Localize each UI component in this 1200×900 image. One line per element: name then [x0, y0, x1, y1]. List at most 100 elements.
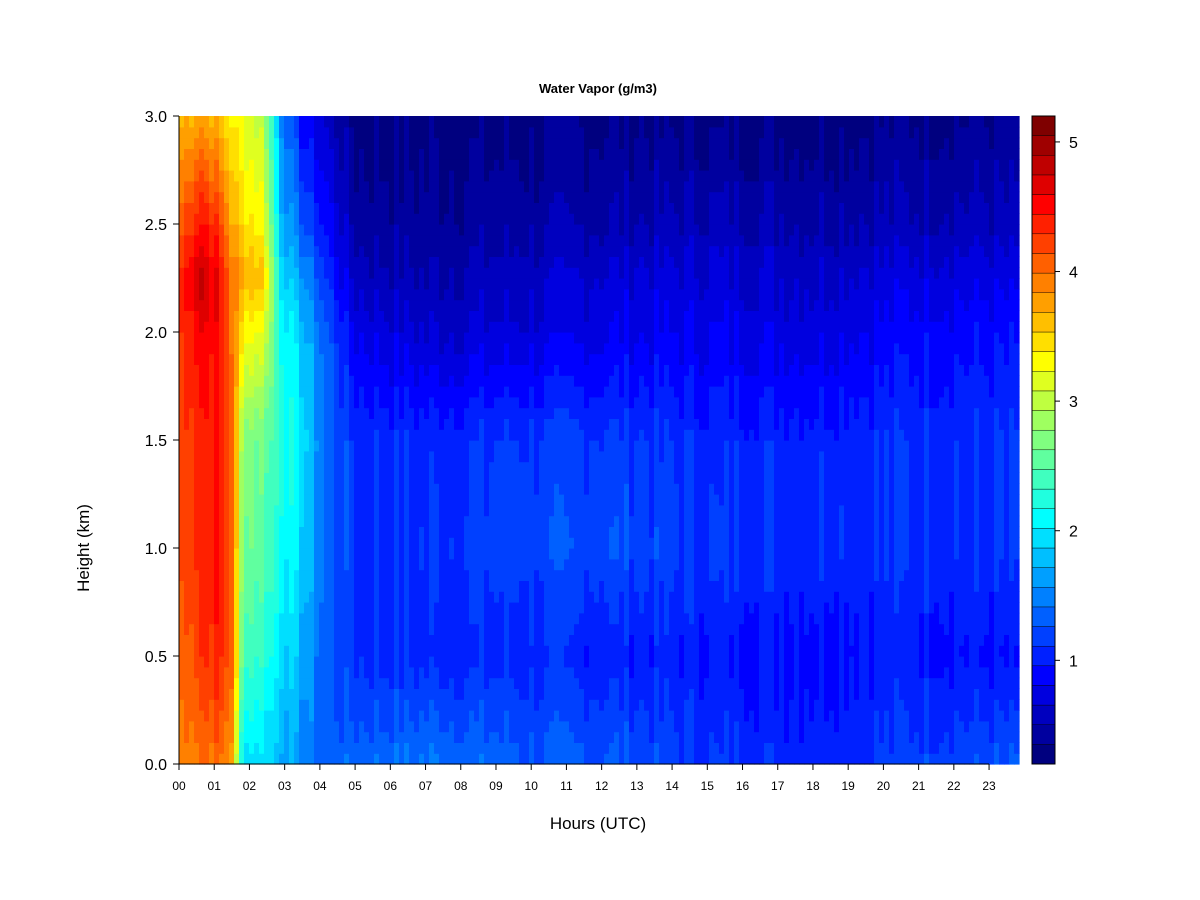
- heatmap-cell: [204, 591, 210, 603]
- heatmap-cell: [569, 278, 575, 290]
- heatmap-cell: [369, 753, 375, 765]
- heatmap-cell: [409, 472, 415, 484]
- heatmap-cell: [514, 591, 520, 603]
- heatmap-cell: [369, 699, 375, 711]
- heatmap-cell: [424, 548, 430, 560]
- heatmap-cell: [439, 159, 445, 171]
- heatmap-cell: [274, 429, 280, 441]
- heatmap-cell: [264, 688, 270, 700]
- heatmap-cell: [429, 321, 435, 333]
- heatmap-cell: [469, 159, 475, 171]
- heatmap-cell: [584, 591, 590, 603]
- heatmap-cell: [534, 234, 540, 247]
- heatmap-cell: [329, 224, 335, 236]
- heatmap-cell: [419, 126, 425, 139]
- heatmap-cell: [194, 720, 200, 733]
- heatmap-cell: [509, 364, 515, 376]
- heatmap-cell: [549, 191, 555, 203]
- heatmap-cell: [584, 677, 590, 689]
- heatmap-cell: [394, 634, 400, 646]
- heatmap-cell: [289, 256, 295, 268]
- heatmap-cell: [459, 288, 465, 301]
- heatmap-cell: [504, 634, 510, 646]
- heatmap-cell: [194, 688, 200, 700]
- heatmap-cell: [254, 321, 260, 333]
- heatmap-cell: [349, 310, 355, 322]
- heatmap-cell: [519, 666, 525, 679]
- heatmap-cell: [379, 720, 385, 733]
- heatmap-cell: [274, 699, 280, 711]
- heatmap-cell: [184, 364, 190, 376]
- heatmap-cell: [304, 537, 310, 549]
- heatmap-cell: [194, 645, 200, 657]
- heatmap-cell: [494, 494, 500, 506]
- heatmap-cell: [264, 580, 270, 592]
- heatmap-cell: [504, 429, 510, 441]
- heatmap-cell: [244, 515, 250, 527]
- heatmap-cell: [334, 461, 340, 473]
- heatmap-cell: [199, 170, 205, 182]
- heatmap-cell: [444, 321, 450, 333]
- heatmap-cell: [539, 245, 545, 257]
- heatmap-cell: [569, 666, 575, 679]
- heatmap-cell: [459, 753, 465, 765]
- heatmap-cell: [244, 332, 250, 344]
- heatmap-cell: [459, 224, 465, 236]
- heatmap-cell: [534, 494, 540, 506]
- heatmap-cell: [419, 256, 425, 268]
- heatmap-cell: [479, 364, 485, 376]
- heatmap-cell: [424, 386, 430, 398]
- heatmap-cell: [179, 461, 185, 473]
- heatmap-cell: [579, 742, 585, 754]
- heatmap-cell: [454, 234, 460, 247]
- heatmap-cell: [349, 299, 355, 311]
- heatmap-cell: [359, 602, 365, 614]
- heatmap-cell: [474, 256, 480, 268]
- heatmap-cell: [289, 634, 295, 646]
- heatmap-cell: [204, 267, 210, 279]
- heatmap-cell: [274, 504, 280, 517]
- heatmap-cell: [429, 623, 435, 635]
- heatmap-cell: [199, 299, 205, 311]
- heatmap-cell: [539, 267, 545, 279]
- heatmap-cell: [219, 126, 225, 139]
- heatmap-cell: [334, 407, 340, 419]
- heatmap-cell: [464, 180, 470, 193]
- heatmap-cell: [504, 688, 510, 700]
- heatmap-cell: [494, 213, 500, 225]
- heatmap-cell: [589, 288, 595, 301]
- heatmap-cell: [464, 591, 470, 603]
- heatmap-cell: [364, 753, 370, 765]
- heatmap-cell: [499, 310, 505, 322]
- heatmap-cell: [589, 396, 595, 409]
- heatmap-cell: [194, 299, 200, 311]
- heatmap-cell: [264, 170, 270, 182]
- heatmap-cell: [579, 170, 585, 182]
- heatmap-cell: [329, 440, 335, 452]
- heatmap-cell: [414, 537, 420, 549]
- heatmap-cell: [459, 645, 465, 657]
- heatmap-cell: [264, 310, 270, 322]
- heatmap-cell: [559, 386, 565, 398]
- heatmap-cell: [404, 472, 410, 484]
- heatmap-cell: [284, 159, 290, 171]
- heatmap-cell: [304, 321, 310, 333]
- heatmap-cell: [494, 278, 500, 290]
- heatmap-cell: [239, 699, 245, 711]
- heatmap-cell: [534, 310, 540, 322]
- heatmap-cell: [464, 375, 470, 387]
- heatmap-cell: [284, 537, 290, 549]
- heatmap-cell: [479, 245, 485, 257]
- heatmap-cell: [564, 342, 570, 355]
- heatmap-cell: [464, 494, 470, 506]
- heatmap-cell: [544, 353, 550, 365]
- heatmap-cell: [379, 202, 385, 214]
- heatmap-cell: [239, 602, 245, 614]
- heatmap-cell: [574, 224, 580, 236]
- heatmap-cell: [279, 688, 285, 700]
- heatmap-cell: [224, 450, 230, 463]
- heatmap-cell: [569, 116, 575, 128]
- heatmap-cell: [184, 494, 190, 506]
- heatmap-cell: [204, 558, 210, 571]
- heatmap-cell: [354, 623, 360, 635]
